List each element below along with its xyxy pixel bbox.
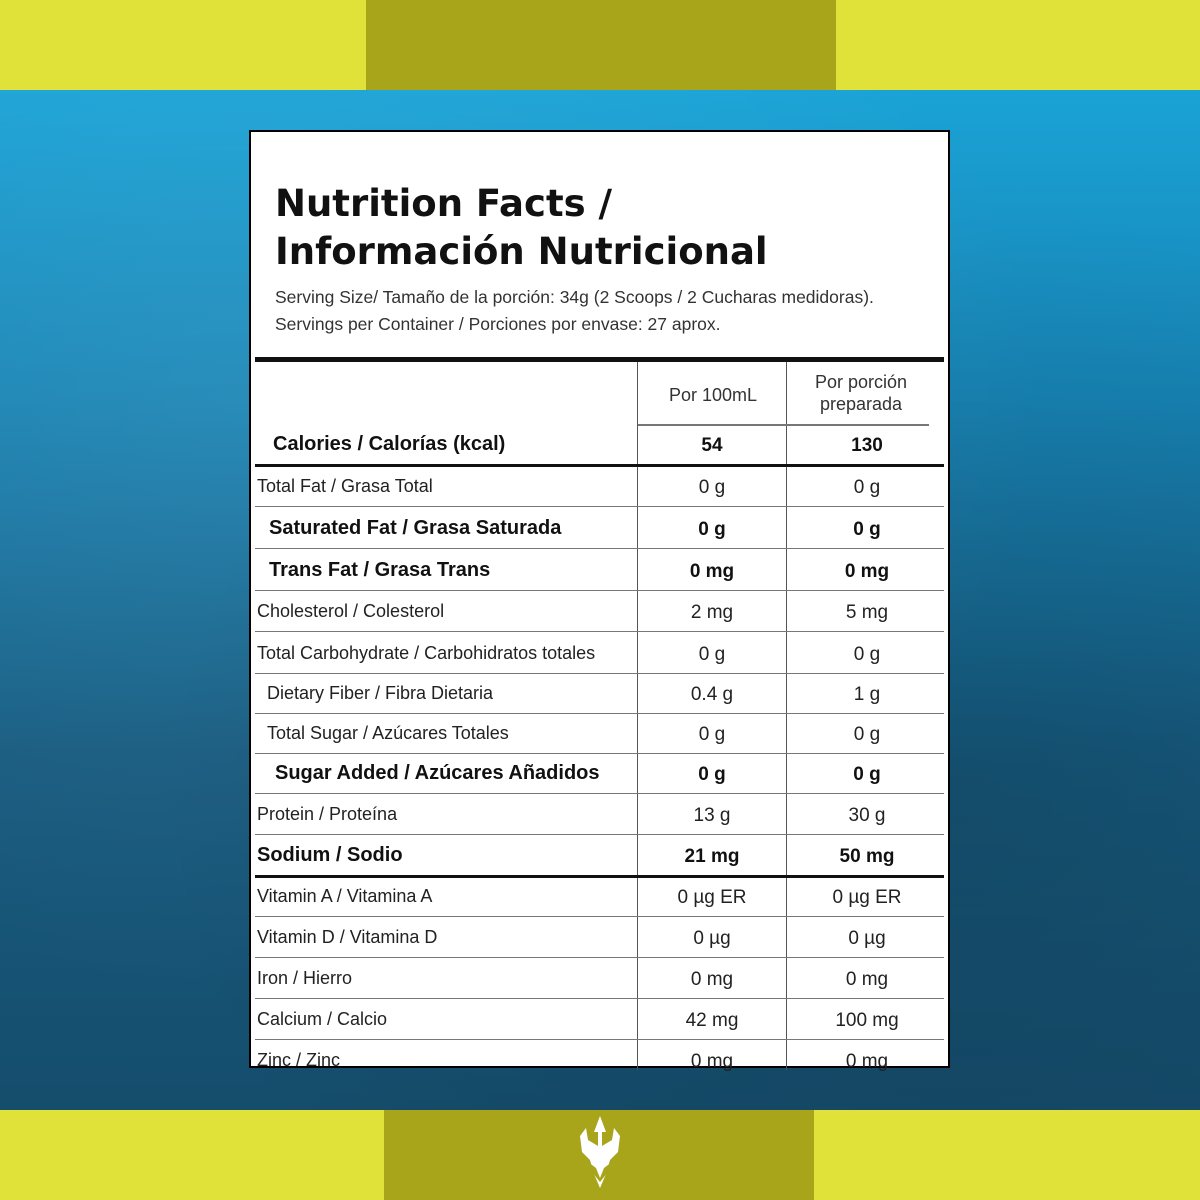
col1-header: Por 100mL (668, 385, 758, 405)
column-divider-2 (786, 362, 787, 1070)
trident-helmet-icon (580, 1116, 620, 1188)
value-per-100ml: 0 g (698, 644, 726, 665)
nutrient-label: Vitamin D / Vitamina D (257, 927, 438, 947)
value-per-serving: 130 (851, 435, 883, 456)
value-per-serving: 0 g (853, 764, 881, 785)
nutrient-label: Total Fat / Grasa Total (257, 476, 433, 496)
value-per-100ml: 0 µg ER (677, 887, 747, 908)
value-per-100ml: 0.4 g (690, 684, 734, 705)
value-per-100ml: 21 mg (684, 846, 740, 867)
value-per-serving: 0 g (853, 644, 881, 665)
label-title: Nutrition Facts / Información Nutriciona… (275, 180, 768, 276)
value-per-100ml: 0 g (698, 764, 726, 785)
value-per-serving: 100 mg (835, 1010, 899, 1031)
nutrient-label: Zinc / Zinc (257, 1050, 341, 1070)
col2-header-line2: preparada (819, 394, 903, 414)
title-line-1: Nutrition Facts / (275, 182, 613, 225)
table-row: Zinc / Zinc 0 mg 0 mg (255, 1040, 944, 1080)
value-per-100ml: 0 g (698, 724, 726, 745)
nutrition-label: Nutrition Facts / Información Nutriciona… (249, 130, 950, 1072)
value-per-100ml: 0 g (698, 477, 726, 498)
table-row: Sugar Added / Azúcares Añadidos 0 g 0 g (255, 753, 944, 794)
nutrient-label: Saturated Fat / Grasa Saturada (269, 517, 562, 539)
nutrient-label: Calories / Calorías (kcal) (273, 433, 506, 455)
value-per-100ml: 42 mg (685, 1010, 739, 1031)
nutrient-label: Sodium / Sodio (257, 844, 403, 866)
nutrient-label: Dietary Fiber / Fibra Dietaria (267, 683, 494, 703)
table-row: Vitamin A / Vitamina A 0 µg ER 0 µg ER (255, 876, 944, 917)
col2-header: Por porción preparada (787, 371, 935, 415)
table-row: Cholesterol / Colesterol 2 mg 5 mg (255, 591, 944, 632)
table-row: Saturated Fat / Grasa Saturada 0 g 0 g (255, 508, 944, 549)
nutrient-label: Iron / Hierro (257, 968, 353, 988)
value-per-serving: 0 mg (845, 1051, 889, 1072)
value-per-100ml: 54 (701, 435, 723, 456)
value-per-100ml: 0 g (698, 519, 726, 540)
nutrient-label: Total Carbohydrate / Carbohidratos total… (257, 643, 596, 663)
nutrient-label: Calcium / Calcio (257, 1009, 388, 1029)
header-underline (638, 424, 929, 426)
table-row: Trans Fat / Grasa Trans 0 mg 0 mg (255, 550, 944, 591)
value-per-serving: 5 mg (845, 602, 889, 623)
table-row: Iron / Hierro 0 mg 0 mg (255, 958, 944, 999)
value-per-serving: 0 µg (848, 928, 886, 949)
value-per-serving: 0 g (853, 724, 881, 745)
value-per-serving: 0 mg (844, 561, 890, 582)
table-row: Sodium / Sodio 21 mg 50 mg (255, 835, 944, 878)
nutrient-label: Total Sugar / Azúcares Totales (267, 723, 509, 743)
value-per-serving: 1 g (853, 684, 881, 705)
table-row: Total Sugar / Azúcares Totales 0 g 0 g (255, 713, 944, 754)
nutrient-label: Vitamin A / Vitamina A (257, 886, 433, 906)
nutrient-label: Sugar Added / Azúcares Añadidos (275, 762, 600, 784)
nutrient-label: Protein / Proteína (257, 804, 398, 824)
value-per-100ml: 0 mg (690, 1051, 734, 1072)
top-band (0, 0, 1200, 90)
value-per-100ml: 0 mg (689, 561, 735, 582)
col2-header-line1: Por porción (814, 372, 908, 392)
table-row: Protein / Proteína 13 g 30 g (255, 794, 944, 835)
value-per-serving: 0 µg ER (832, 887, 902, 908)
title-line-2: Información Nutricional (275, 230, 768, 273)
value-per-100ml: 13 g (693, 805, 731, 826)
nutrient-label: Cholesterol / Colesterol (257, 601, 445, 621)
table-row: Vitamin D / Vitamina D 0 µg 0 µg (255, 917, 944, 958)
column-divider-1 (637, 362, 638, 1070)
top-band-center (366, 0, 836, 90)
table-row: Calcium / Calcio 42 mg 100 mg (255, 999, 944, 1040)
value-per-serving: 50 mg (839, 846, 895, 867)
nutrient-label: Trans Fat / Grasa Trans (269, 559, 491, 581)
value-per-100ml: 0 mg (690, 969, 734, 990)
value-per-serving: 0 g (853, 477, 881, 498)
value-per-100ml: 2 mg (690, 602, 734, 623)
value-per-serving: 30 g (848, 805, 886, 826)
value-per-serving: 0 g (853, 519, 881, 540)
value-per-serving: 0 mg (845, 969, 889, 990)
value-per-100ml: 0 µg (693, 928, 731, 949)
serving-info: Serving Size/ Tamaño de la porción: 34g … (275, 284, 874, 338)
table-row: Total Fat / Grasa Total 0 g 0 g (255, 466, 944, 507)
table-row: Calories / Calorías (kcal) 54 130 (255, 424, 944, 467)
header-rule (255, 357, 944, 362)
table-row: Dietary Fiber / Fibra Dietaria 0.4 g 1 g (255, 673, 944, 714)
table-row: Total Carbohydrate / Carbohidratos total… (255, 633, 944, 674)
serving-size: Serving Size/ Tamaño de la porción: 34g … (275, 287, 874, 307)
servings-per-container: Servings per Container / Porciones por e… (275, 314, 721, 334)
